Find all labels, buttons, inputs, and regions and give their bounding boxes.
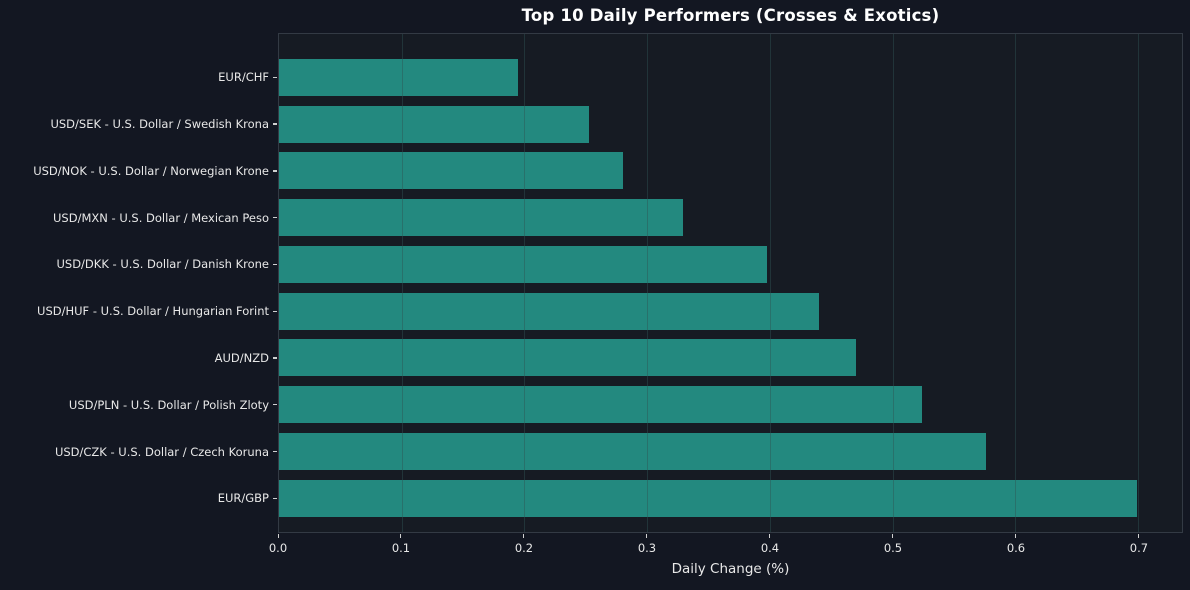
y-tick-label: USD/CZK - U.S. Dollar / Czech Koruna: [54, 444, 269, 459]
x-tick-mark: [400, 534, 402, 538]
bar-row: USD/SEK - U.S. Dollar / Swedish Krona: [50, 101, 1182, 148]
x-tick-label: 0.1: [391, 541, 411, 555]
x-tick-label: 0.7: [1129, 541, 1149, 555]
grid-line: [401, 34, 403, 532]
y-tick-mark: [273, 123, 277, 125]
y-tick-label: USD/PLN - U.S. Dollar / Polish Zloty: [68, 397, 269, 412]
grid-line: [524, 34, 526, 532]
y-tick-label: USD/SEK - U.S. Dollar / Swedish Krona: [50, 117, 269, 132]
bar-row: USD/MXN - U.S. Dollar / Mexican Peso: [53, 194, 1182, 241]
bar-row: USD/NOK - U.S. Dollar / Norwegian Krone: [33, 148, 1182, 195]
bar: [279, 386, 923, 424]
x-axis-title: Daily Change (%): [671, 561, 790, 577]
x-tick-label: 0.2: [514, 541, 534, 555]
y-tick-label: USD/MXN - U.S. Dollar / Mexican Peso: [53, 210, 269, 225]
y-tick-label: USD/HUF - U.S. Dollar / Hungarian Forint: [37, 304, 269, 319]
x-tick-label: 0.5: [883, 541, 903, 555]
x-tick-mark: [277, 534, 279, 538]
bar-row: USD/HUF - U.S. Dollar / Hungarian Forint: [37, 288, 1182, 335]
y-tick-mark: [273, 170, 277, 172]
bar: [279, 292, 819, 330]
y-tick-mark: [273, 76, 277, 79]
grid-line: [1138, 34, 1140, 532]
y-tick-mark: [273, 310, 277, 312]
x-tick-label: 0.3: [637, 541, 657, 555]
x-tick-mark: [1015, 534, 1017, 538]
grid-line: [1015, 34, 1017, 532]
bar: [279, 433, 986, 471]
y-tick-label: EUR/CHF: [218, 70, 269, 85]
y-tick-mark: [273, 404, 277, 406]
plot-area: EUR/CHF USD/SEK - U.S. Dollar / Swedish K…: [33, 33, 1183, 533]
grid-line: [892, 34, 894, 532]
bar-row: USD/CZK - U.S. Dollar / Czech Koruna: [55, 428, 1182, 475]
x-tick-mark: [892, 534, 894, 538]
bar-row: AUD/NZD: [215, 335, 1182, 382]
y-tick-mark: [273, 263, 277, 266]
y-tick-label: USD/DKK - U.S. Dollar / Danish Krone: [56, 257, 269, 272]
bar: [279, 479, 1137, 517]
bar: [279, 199, 683, 237]
y-tick-label: EUR/GBP: [217, 491, 269, 506]
bar: [279, 105, 590, 143]
bar: [279, 58, 519, 96]
bar: [279, 339, 856, 377]
x-axis: 0.0 0.1 0.2 0.3 0.4 0.5 0.6 0.7: [269, 533, 1183, 567]
y-tick-label: AUD/NZD: [214, 350, 269, 365]
bar-row: USD/DKK - U.S. Dollar / Danish Krone: [56, 241, 1182, 288]
bar-row: EUR/GBP: [218, 475, 1182, 522]
x-tick-mark: [646, 534, 648, 538]
bar: [279, 245, 768, 283]
bar: [279, 152, 623, 190]
y-tick-label: USD/NOK - U.S. Dollar / Norwegian Krone: [33, 163, 269, 178]
x-tick-mark: [523, 534, 525, 538]
x-tick-label: 0.4: [760, 541, 780, 555]
x-tick-mark: [1138, 534, 1140, 538]
x-tick-mark: [769, 534, 771, 538]
bar-rows-layer: EUR/CHF USD/SEK - U.S. Dollar / Swedish K…: [33, 34, 1182, 532]
y-tick-mark: [273, 497, 277, 499]
bar-row: EUR/CHF: [218, 54, 1182, 101]
y-tick-mark: [273, 450, 277, 453]
grid-line: [769, 34, 771, 532]
grid-line: [647, 34, 649, 532]
y-tick-mark: [273, 357, 277, 359]
x-tick-label: 0.0: [268, 541, 288, 555]
bar-row: USD/PLN - U.S. Dollar / Polish Zloty: [69, 381, 1182, 428]
x-tick-label: 0.6: [1006, 541, 1026, 555]
chart-title: Top 10 Daily Performers (Crosses & Exoti…: [521, 6, 940, 25]
y-tick-mark: [273, 216, 277, 219]
